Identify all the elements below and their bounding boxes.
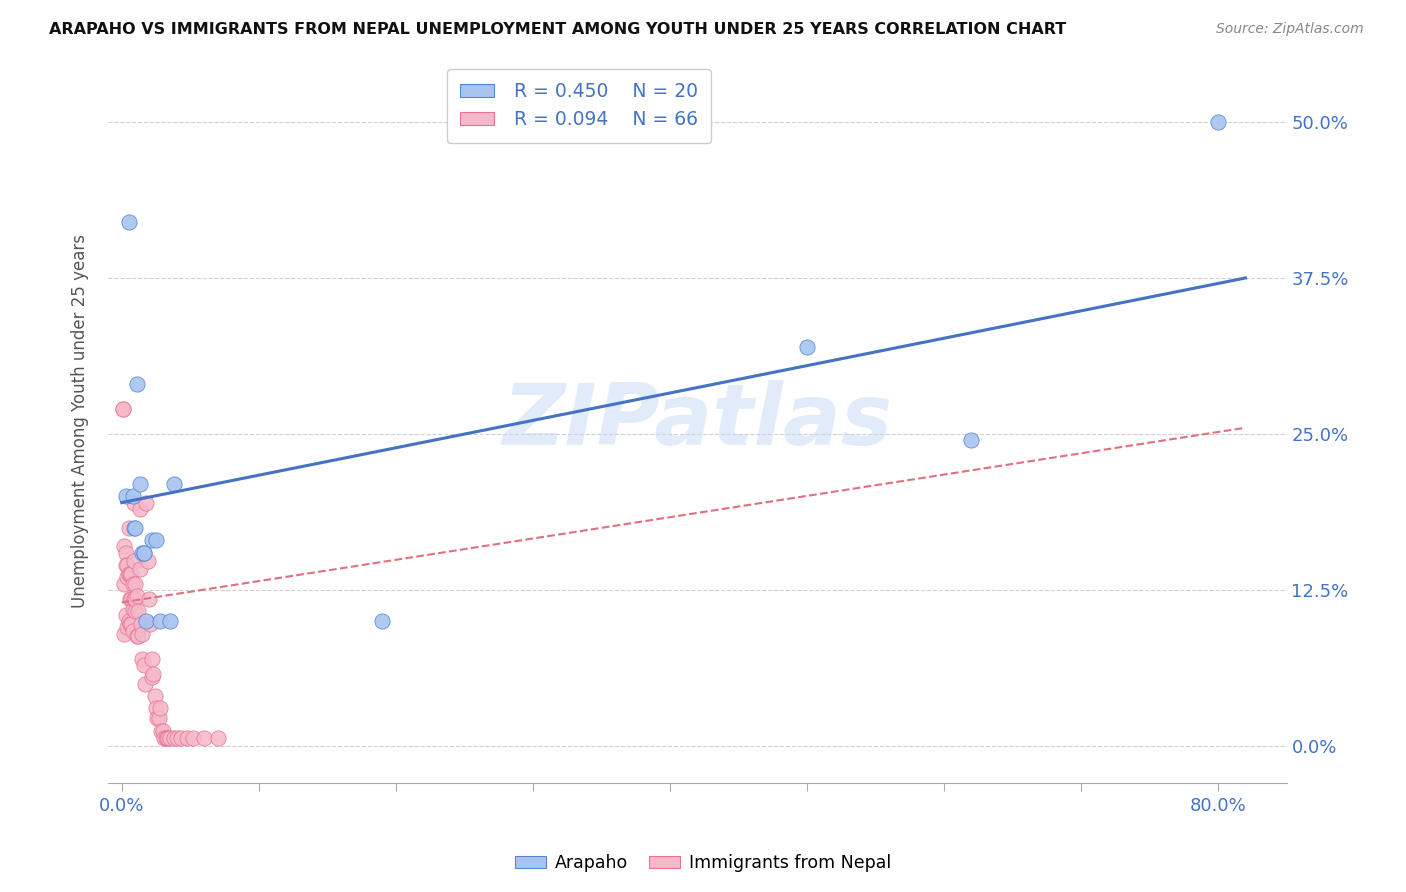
Point bbox=[796, 340, 818, 354]
Point bbox=[139, 616, 162, 631]
Point bbox=[159, 731, 181, 746]
Point bbox=[122, 520, 145, 534]
Point bbox=[163, 731, 186, 746]
Point bbox=[122, 591, 145, 606]
Legend: Arapaho, Immigrants from Nepal: Arapaho, Immigrants from Nepal bbox=[508, 847, 898, 879]
Point bbox=[132, 545, 155, 559]
Point bbox=[128, 562, 150, 576]
Point bbox=[120, 591, 142, 606]
Point bbox=[153, 731, 176, 746]
Point bbox=[142, 666, 165, 681]
Point bbox=[124, 576, 146, 591]
Point bbox=[115, 558, 138, 572]
Point bbox=[193, 731, 215, 746]
Point bbox=[156, 731, 179, 746]
Point bbox=[149, 614, 172, 628]
Point bbox=[114, 607, 136, 622]
Point bbox=[112, 402, 135, 417]
Point bbox=[150, 723, 173, 738]
Point bbox=[122, 495, 145, 509]
Point bbox=[120, 616, 142, 631]
Point bbox=[128, 476, 150, 491]
Point bbox=[121, 601, 143, 615]
Legend:   R = 0.450    N = 20,   R = 0.094    N = 66: R = 0.450 N = 20, R = 0.094 N = 66 bbox=[447, 69, 711, 143]
Point bbox=[124, 520, 146, 534]
Point bbox=[132, 657, 155, 672]
Point bbox=[125, 589, 148, 603]
Point bbox=[114, 545, 136, 559]
Point bbox=[121, 489, 143, 503]
Point bbox=[115, 620, 138, 634]
Point bbox=[117, 566, 139, 581]
Point bbox=[114, 576, 136, 591]
Point bbox=[163, 476, 186, 491]
Point bbox=[141, 670, 163, 684]
Point bbox=[135, 614, 157, 628]
Point bbox=[149, 701, 172, 715]
Point bbox=[124, 591, 146, 606]
Point bbox=[131, 545, 153, 559]
Point bbox=[125, 377, 148, 392]
Point bbox=[129, 616, 152, 631]
Point bbox=[115, 570, 138, 584]
Text: ARAPAHO VS IMMIGRANTS FROM NEPAL UNEMPLOYMENT AMONG YOUTH UNDER 25 YEARS CORRELA: ARAPAHO VS IMMIGRANTS FROM NEPAL UNEMPLO… bbox=[49, 22, 1067, 37]
Point bbox=[121, 624, 143, 639]
Point bbox=[120, 566, 142, 581]
Point bbox=[169, 731, 191, 746]
Point bbox=[114, 489, 136, 503]
Point bbox=[122, 554, 145, 568]
Point bbox=[127, 604, 149, 618]
Point bbox=[157, 731, 180, 746]
Point bbox=[131, 651, 153, 665]
Point bbox=[112, 402, 135, 417]
Point bbox=[117, 520, 139, 534]
Point bbox=[114, 539, 136, 553]
Text: ZIPatlas: ZIPatlas bbox=[502, 380, 893, 463]
Point bbox=[118, 591, 141, 606]
Point bbox=[118, 566, 141, 581]
Point bbox=[138, 591, 160, 606]
Point bbox=[117, 215, 139, 229]
Point bbox=[124, 604, 146, 618]
Point bbox=[127, 629, 149, 643]
Point bbox=[960, 433, 983, 447]
Point bbox=[132, 545, 155, 559]
Point bbox=[181, 731, 204, 746]
Point bbox=[166, 731, 188, 746]
Point bbox=[128, 501, 150, 516]
Point bbox=[159, 614, 181, 628]
Point bbox=[155, 731, 177, 746]
Point bbox=[141, 651, 163, 665]
Point bbox=[125, 629, 148, 643]
Point bbox=[134, 676, 156, 690]
Point bbox=[131, 626, 153, 640]
Point bbox=[143, 689, 166, 703]
Point bbox=[145, 701, 167, 715]
Point bbox=[117, 614, 139, 628]
Point bbox=[121, 576, 143, 591]
Point bbox=[1206, 115, 1229, 129]
Point bbox=[207, 731, 229, 746]
Point bbox=[146, 711, 169, 725]
Point bbox=[118, 616, 141, 631]
Point bbox=[135, 495, 157, 509]
Point bbox=[371, 614, 394, 628]
Point bbox=[141, 533, 163, 547]
Point bbox=[148, 711, 170, 725]
Point bbox=[136, 554, 159, 568]
Point bbox=[152, 723, 174, 738]
Point bbox=[114, 626, 136, 640]
Point bbox=[145, 533, 167, 547]
Text: Source: ZipAtlas.com: Source: ZipAtlas.com bbox=[1216, 22, 1364, 37]
Point bbox=[176, 731, 198, 746]
Y-axis label: Unemployment Among Youth under 25 years: Unemployment Among Youth under 25 years bbox=[72, 235, 89, 608]
Point bbox=[114, 558, 136, 572]
